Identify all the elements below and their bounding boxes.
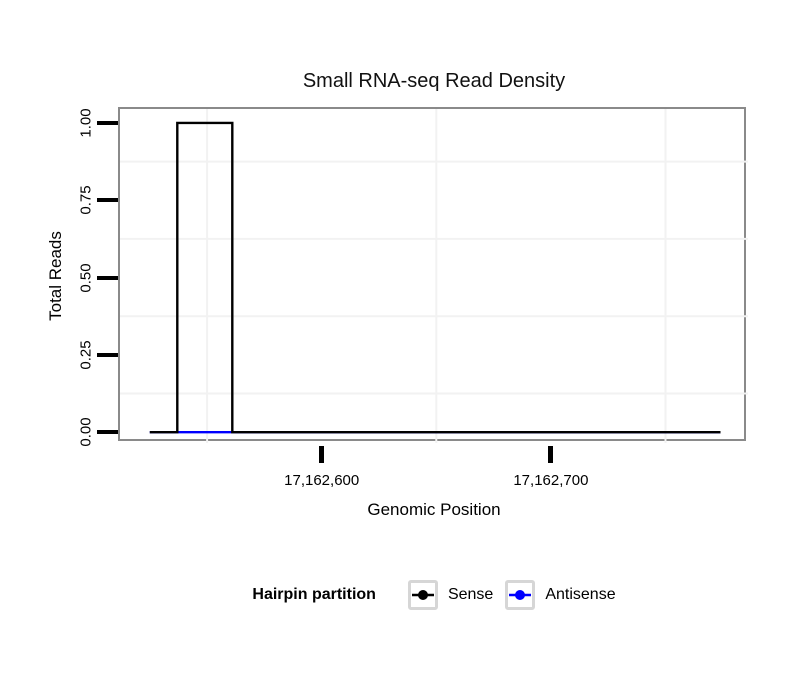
y-tick-mark [97,120,118,125]
legend-label-antisense: Antisense [545,586,616,603]
x-tick-label: 17,162,600 [284,472,360,489]
x-tick-mark [548,446,554,463]
y-tick-mark [97,275,118,280]
sense-line-dot-icon [411,590,434,600]
y-tick-label: 1.00 [77,108,95,138]
y-tick-label: 0.25 [77,340,95,370]
legend-entry-sense: Sense [407,580,494,610]
y-tick-mark [97,352,118,357]
antisense-line-dot-icon [509,590,532,600]
legend-entry-antisense: Antisense [505,580,616,610]
legend-label-sense: Sense [447,586,494,603]
x-tick-mark [319,446,325,463]
x-axis-title: Genomic Position [367,500,501,519]
y-tick-label: 0.50 [77,262,95,293]
y-tick-mark [97,198,118,203]
y-axis-title: Total Reads [46,231,65,321]
y-tick-mark [97,430,118,435]
legend-key-antisense [505,580,536,610]
chart-panel [118,107,748,443]
legend-title: Hairpin partition [252,586,376,603]
series-sense-line [149,121,721,434]
chart-title: Small RNA-seq Read Density [302,70,566,92]
y-tick-label: 0.75 [77,185,95,215]
plot-svg [120,109,748,443]
y-tick-label: 0.00 [77,417,95,447]
x-tick-label: 17,162,700 [513,472,589,489]
legend: Hairpin partition Sense Antisense [58,578,810,612]
legend-key-sense [407,580,438,610]
